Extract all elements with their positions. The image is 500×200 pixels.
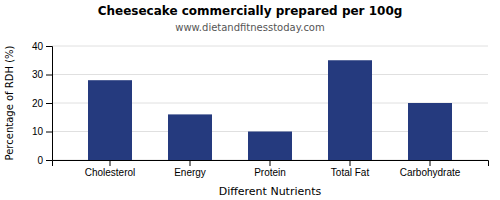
tick: 0	[37, 155, 52, 166]
bar	[168, 114, 212, 160]
tick-mark	[430, 160, 431, 166]
tick-mark	[46, 160, 52, 161]
tick-mark	[190, 160, 191, 166]
tick-label: Total Fat	[331, 167, 370, 178]
tick: Total Fat	[331, 160, 370, 178]
tick-mark	[46, 75, 52, 76]
x-axis: Cholesterol Energy Protein Total Fat Carbohy…	[53, 160, 489, 178]
plot: 0 10 20 30 40 Cholesterol Energy Protein Total F…	[32, 41, 489, 178]
tick-label: Protein	[254, 167, 286, 178]
bar	[328, 60, 372, 160]
tick-label: 10	[32, 126, 44, 137]
grid	[52, 46, 488, 160]
tick-mark	[350, 160, 351, 166]
y-axis: 0 10 20 30 40	[32, 41, 53, 166]
tick: 30	[32, 69, 52, 80]
tick: 40	[32, 41, 52, 52]
chart: Cheesecake commercially prepared per 100…	[0, 0, 500, 200]
tick-mark	[46, 103, 52, 104]
x-axis-title: Different Nutrients	[219, 185, 322, 198]
tick: Carbohydrate	[400, 160, 461, 178]
axis-line	[53, 161, 489, 167]
tick: 20	[32, 98, 52, 109]
tick-label: Carbohydrate	[400, 167, 461, 178]
tick-mark	[270, 160, 271, 166]
tick: 10	[32, 126, 52, 137]
tick-label: Cholesterol	[85, 167, 136, 178]
tick-label: Energy	[174, 167, 206, 178]
bar	[248, 132, 292, 161]
tick-mark	[46, 46, 52, 47]
bar	[88, 80, 132, 160]
tick-label: 0	[37, 155, 43, 166]
tick: Energy	[174, 160, 206, 178]
subtitle: www.dietandfitnesstoday.com	[175, 22, 324, 33]
tick-label: 20	[32, 98, 44, 109]
y-axis-title: Percentage of RDH (%)	[4, 45, 15, 160]
tick: Cholesterol	[85, 160, 136, 178]
title: Cheesecake commercially prepared per 100…	[98, 4, 403, 18]
tick-mark	[46, 132, 52, 133]
bar	[408, 103, 452, 160]
bars	[88, 60, 452, 160]
grid-line	[52, 74, 488, 75]
tick-label: 30	[32, 69, 44, 80]
axis-line	[46, 47, 53, 161]
tick-label: 40	[32, 41, 44, 52]
tick-mark	[110, 160, 111, 166]
tick: Protein	[254, 160, 286, 178]
grid-line	[52, 46, 488, 47]
